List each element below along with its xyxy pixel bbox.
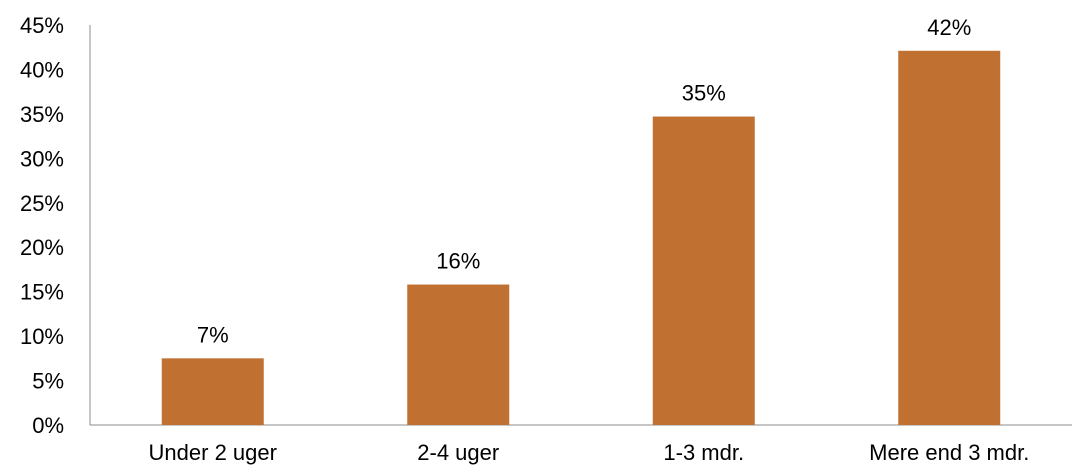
y-tick-label: 35% [20,102,64,127]
y-tick-label: 0% [32,413,64,438]
x-tick-label: Under 2 uger [149,440,277,465]
x-tick-label: 1-3 mdr. [663,440,744,465]
data-label: 16% [436,249,480,274]
y-tick-label: 45% [20,13,64,38]
bars [161,50,1001,426]
data-label: 42% [927,15,971,40]
y-tick-label: 15% [20,280,64,305]
bar [407,284,510,425]
bar [652,116,755,426]
bar [161,358,264,425]
data-label: 7% [197,322,229,347]
bar [898,50,1001,426]
y-tick-label: 20% [20,235,64,260]
y-tick-label: 10% [20,324,64,349]
y-tick-labels: 0% 5% 10% 15% 20% 25% 30% 35% 40% 45% [20,13,64,438]
y-tick-label: 30% [20,146,64,171]
x-tick-label: Mere end 3 mdr. [869,440,1029,465]
x-tick-labels: Under 2 uger 2-4 uger 1-3 mdr. Mere end 3 m… [149,440,1030,465]
y-tick-label: 40% [20,57,64,82]
x-tick-label: 2-4 uger [417,440,499,465]
data-labels: 7% 16% 35% 42% [197,15,971,348]
y-tick-label: 25% [20,191,64,216]
data-label: 35% [682,81,726,106]
y-tick-label: 5% [32,369,64,394]
